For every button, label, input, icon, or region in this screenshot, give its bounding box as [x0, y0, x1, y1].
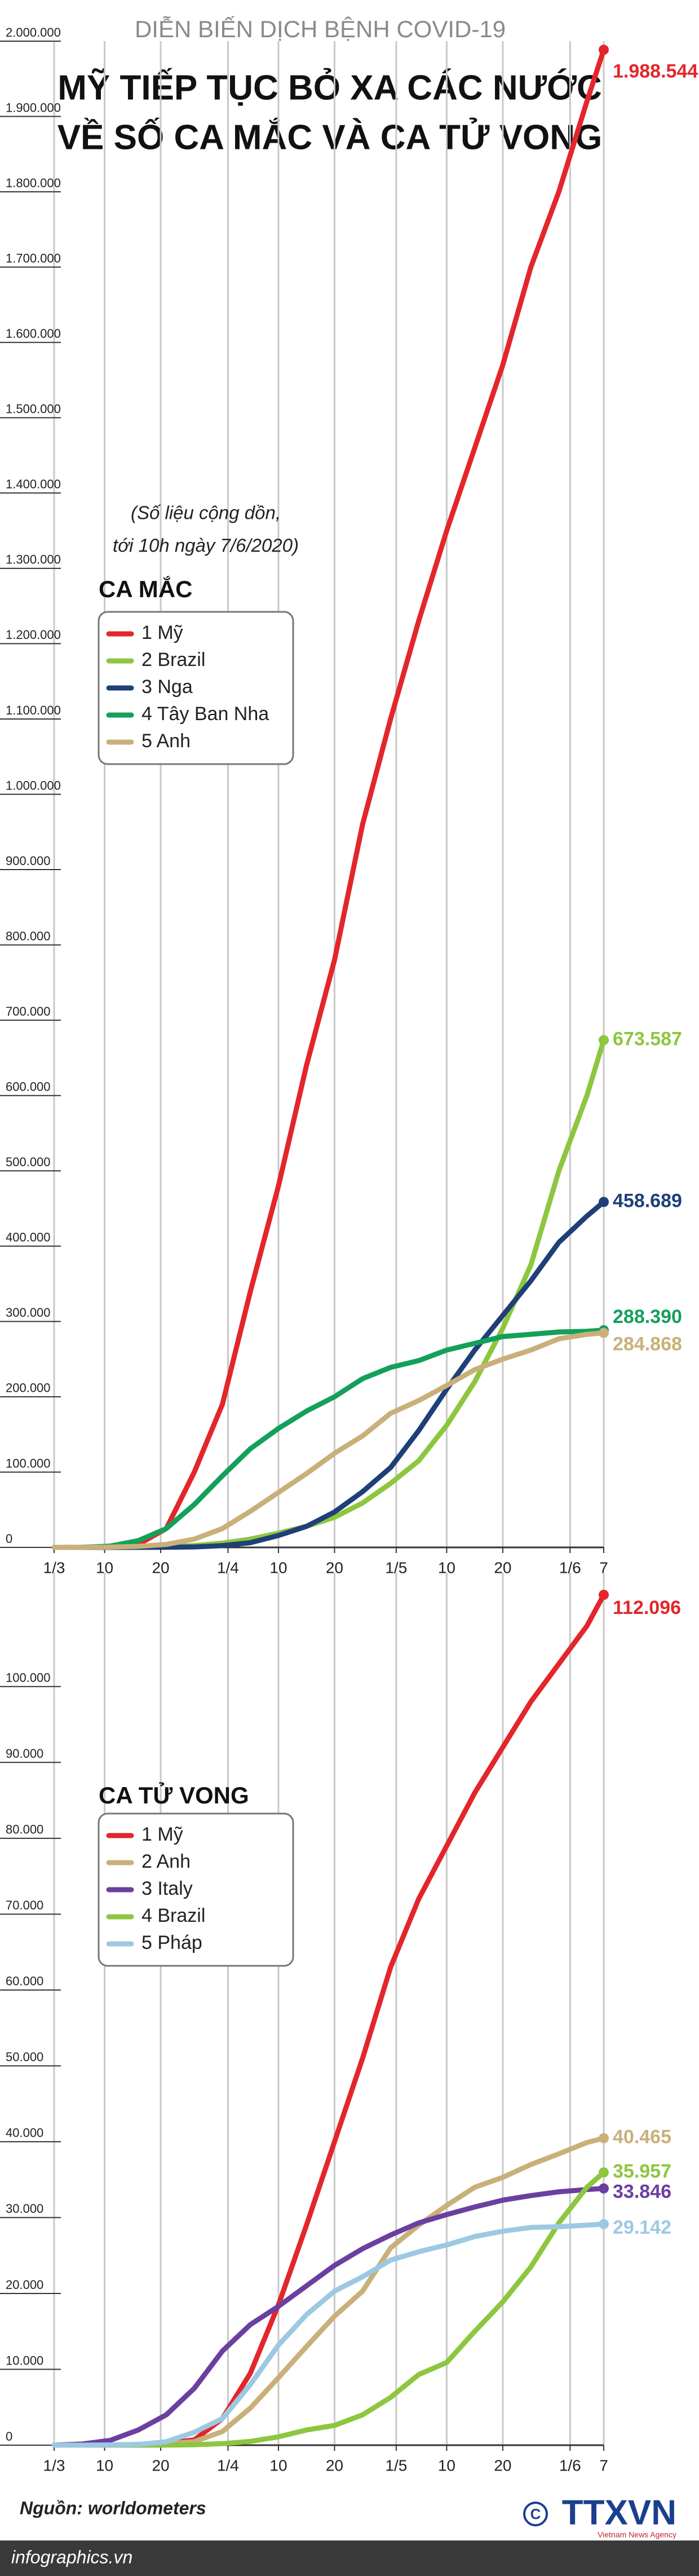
y-tick-label: 70.000	[6, 1898, 43, 1912]
y-tick-label: 900.000	[6, 854, 51, 868]
y-tick-label: 30.000	[6, 2202, 43, 2216]
title-line: VỀ SỐ CA MẮC VÀ CA TỬ VONG	[57, 118, 603, 157]
legend-label: 5 Pháp	[141, 1932, 202, 1953]
y-tick-label: 1.600.000	[6, 327, 61, 341]
legend-label: 3 Nga	[141, 676, 193, 698]
data-label: 33.846	[613, 2181, 671, 2203]
y-tick-label: 200.000	[6, 1381, 51, 1395]
title-line: MỸ TIẾP TỤC BỎ XA CÁC NƯỚC	[57, 68, 601, 107]
x-tick-label: 10	[96, 2456, 113, 2474]
y-tick-label: 20.000	[6, 2278, 43, 2292]
end-point	[599, 1590, 609, 1600]
end-point	[599, 2218, 609, 2229]
y-tick-label: 100.000	[6, 1456, 51, 1470]
data-label: 288.390	[613, 1306, 682, 1327]
y-tick-label: 500.000	[6, 1155, 51, 1169]
data-label: 673.587	[613, 1028, 682, 1049]
y-tick-label: 1.900.000	[6, 100, 61, 114]
copyright-letter: C	[530, 2506, 541, 2522]
legend-label: 1 Mỹ	[141, 1824, 183, 1845]
legend-label: 4 Brazil	[141, 1905, 205, 1926]
y-tick-label: 60.000	[6, 1974, 43, 1988]
y-tick-label: 1.000.000	[6, 778, 61, 792]
logo: TTXVN	[562, 2493, 676, 2532]
y-tick-label: 10.000	[6, 2353, 43, 2367]
footer-bar	[0, 2540, 699, 2576]
x-tick-label: 1/5	[385, 2456, 407, 2474]
series-line	[51, 2186, 607, 2448]
series-line	[51, 2221, 607, 2448]
x-tick-label: 1/4	[217, 2456, 239, 2474]
data-label: 35.957	[613, 2160, 671, 2182]
source: Nguồn: worldometers	[20, 2498, 206, 2518]
y-tick-label: 1.400.000	[6, 477, 61, 491]
y-tick-label: 300.000	[6, 1305, 51, 1320]
agency: Vietnam News Agency	[598, 2530, 676, 2539]
end-point	[599, 1197, 609, 1207]
y-tick-label: 800.000	[6, 929, 51, 943]
x-tick-label: 10	[438, 2456, 455, 2474]
x-tick-label: 20	[152, 2456, 169, 2474]
legend-label: 3 Italy	[141, 1878, 193, 1899]
x-tick-label: 20	[494, 2456, 511, 2474]
y-tick-label: 1.800.000	[6, 176, 61, 190]
legend-label: 5 Anh	[141, 730, 191, 752]
y-tick-label: 50.000	[6, 2050, 43, 2064]
copyright-icon	[523, 2502, 548, 2526]
chart-title: CA TỬ VONG	[99, 1781, 249, 1809]
series-line	[51, 1327, 607, 1550]
y-tick-label: 1.100.000	[6, 703, 61, 717]
end-point	[599, 2167, 609, 2178]
data-label: 112.096	[613, 1597, 681, 1618]
end-point	[599, 1035, 609, 1046]
note: tới 10h ngày 7/6/2020)	[113, 535, 299, 556]
y-tick-label: 1.200.000	[6, 628, 61, 642]
end-point	[599, 45, 609, 55]
legend-label: 2 Brazil	[141, 649, 205, 671]
x-tick-label: 1/3	[43, 2456, 65, 2474]
chart-title: CA MẮC	[99, 575, 192, 602]
data-label: 458.689	[613, 1190, 682, 1211]
x-tick-label: 10	[269, 2456, 287, 2474]
y-tick-label: 700.000	[6, 1004, 51, 1018]
y-tick-label: 400.000	[6, 1230, 51, 1245]
x-tick-label: 1/6	[559, 2456, 581, 2474]
data-label: 284.868	[613, 1334, 682, 1355]
y-tick-label: 100.000	[6, 1671, 51, 1685]
x-tick-label: 7	[599, 2456, 608, 2474]
data-label: 40.465	[613, 2127, 671, 2148]
end-point	[599, 1327, 609, 1338]
y-tick-label: 90.000	[6, 1746, 43, 1761]
data-label: 1.988.544	[613, 60, 698, 82]
end-point	[599, 2183, 609, 2194]
y-tick-label: 80.000	[6, 1823, 43, 1837]
legend-box	[98, 1812, 294, 1967]
legend-label: 1 Mỹ	[141, 622, 183, 643]
note: (Số liệu cộng dồn,	[131, 502, 281, 523]
y-tick-label: 1.300.000	[6, 553, 61, 567]
y-tick-label: 1.700.000	[6, 251, 61, 265]
site: infographics.vn	[11, 2547, 132, 2567]
y-tick-label: 1.500.000	[6, 402, 61, 416]
legend-box	[98, 611, 294, 765]
legend-label: 2 Anh	[141, 1851, 191, 1872]
end-point	[599, 2133, 609, 2143]
y-tick-label: 600.000	[6, 1080, 51, 1094]
x-tick-label: 20	[326, 2456, 343, 2474]
kicker: DIỄN BIẾN DỊCH BỆNH COVID-19	[135, 15, 506, 42]
x-tick-label: 7	[599, 1559, 608, 1576]
data-label: 29.142	[613, 2217, 671, 2238]
y-tick-label: 40.000	[6, 2126, 43, 2140]
y-tick-label: 0	[6, 2429, 12, 2443]
series-line	[51, 1330, 607, 1550]
y-tick-label: 0	[6, 1532, 12, 1546]
y-tick-label: 2.000.000	[6, 25, 61, 39]
legend-label: 4 Tây Ban Nha	[141, 703, 269, 725]
